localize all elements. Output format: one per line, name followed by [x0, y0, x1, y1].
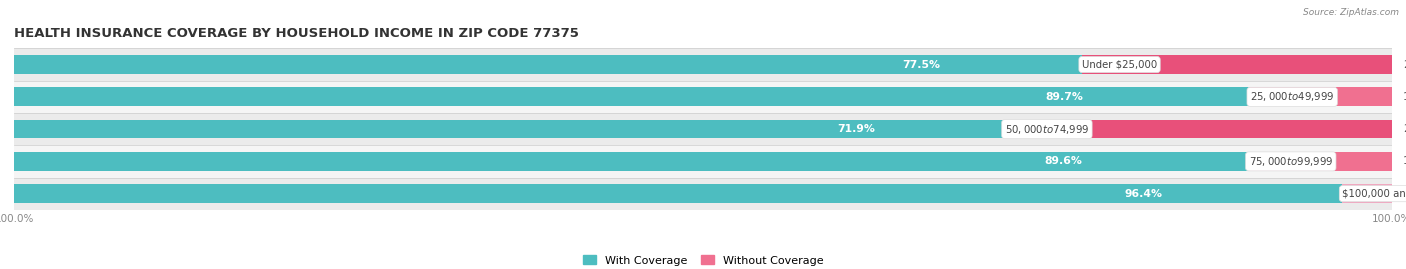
Bar: [1083, 55, 1392, 74]
Bar: [14, 120, 1005, 139]
Text: 22.5%: 22.5%: [1403, 59, 1406, 70]
Bar: [1249, 152, 1392, 171]
Text: Source: ZipAtlas.com: Source: ZipAtlas.com: [1303, 8, 1399, 17]
Bar: [14, 87, 1250, 106]
Bar: [1343, 184, 1392, 203]
Text: HEALTH INSURANCE COVERAGE BY HOUSEHOLD INCOME IN ZIP CODE 77375: HEALTH INSURANCE COVERAGE BY HOUSEHOLD I…: [14, 27, 579, 40]
Bar: [14, 178, 1392, 210]
Text: $50,000 to $74,999: $50,000 to $74,999: [1005, 123, 1090, 136]
Bar: [14, 184, 1343, 203]
Bar: [1250, 87, 1392, 106]
Bar: [14, 145, 1392, 178]
Text: $75,000 to $99,999: $75,000 to $99,999: [1249, 155, 1333, 168]
Text: 10.4%: 10.4%: [1403, 156, 1406, 167]
Text: 28.1%: 28.1%: [1403, 124, 1406, 134]
Text: 10.3%: 10.3%: [1403, 92, 1406, 102]
Text: 3.6%: 3.6%: [1403, 189, 1406, 199]
Bar: [14, 81, 1392, 113]
Text: 89.7%: 89.7%: [1046, 92, 1084, 102]
Text: $25,000 to $49,999: $25,000 to $49,999: [1250, 90, 1334, 103]
Text: 89.6%: 89.6%: [1045, 156, 1083, 167]
Bar: [14, 152, 1249, 171]
Bar: [14, 113, 1392, 145]
Text: 71.9%: 71.9%: [837, 124, 875, 134]
Bar: [14, 55, 1083, 74]
Bar: [14, 48, 1392, 81]
Legend: With Coverage, Without Coverage: With Coverage, Without Coverage: [582, 255, 824, 266]
Text: 77.5%: 77.5%: [903, 59, 941, 70]
Text: Under $25,000: Under $25,000: [1083, 59, 1157, 70]
Text: 96.4%: 96.4%: [1123, 189, 1163, 199]
Bar: [1005, 120, 1392, 139]
Text: $100,000 and over: $100,000 and over: [1343, 189, 1406, 199]
